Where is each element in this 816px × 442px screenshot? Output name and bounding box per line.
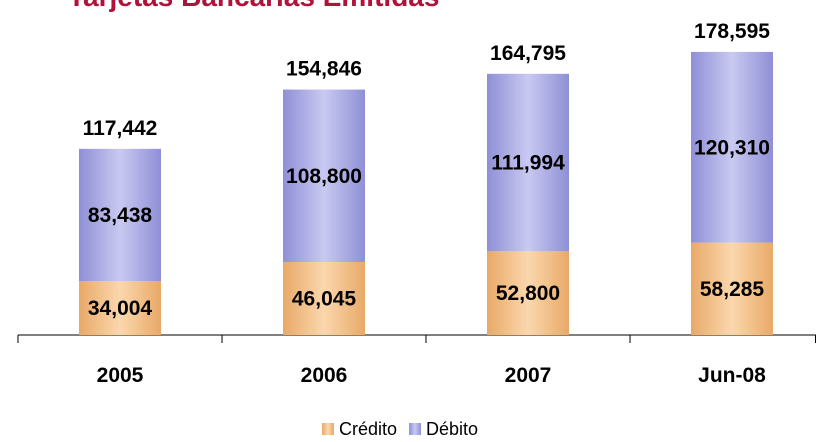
bar-segment <box>691 242 773 335</box>
data-label: 34,004 <box>88 297 153 320</box>
bar-segment <box>283 262 365 335</box>
bar-segment <box>487 73 569 252</box>
legend-label: Crédito <box>339 419 397 439</box>
x-tick-label: 2005 <box>97 364 144 387</box>
total-label: 164,795 <box>490 42 566 65</box>
bar-segment <box>79 148 161 282</box>
data-label: 58,285 <box>700 278 765 301</box>
x-tick-label: 2007 <box>505 364 552 387</box>
legend-swatch <box>322 423 334 435</box>
data-label: 46,045 <box>292 288 357 311</box>
chart-title: Tarjetas Bancarias Emitidas <box>68 0 439 12</box>
total-label: 178,595 <box>694 20 770 43</box>
legend-label: Débito <box>426 419 478 439</box>
data-label: 111,994 <box>491 152 565 175</box>
data-label: 52,800 <box>496 282 560 305</box>
data-label: 83,438 <box>88 204 153 227</box>
x-tick-label: 2006 <box>301 364 348 387</box>
bar-segment <box>691 51 773 243</box>
legend-swatch <box>409 423 422 435</box>
total-label: 154,846 <box>286 58 362 81</box>
data-label: 108,800 <box>286 165 362 188</box>
x-tick-label: Jun-08 <box>698 364 766 387</box>
bar-segment <box>487 251 569 335</box>
data-label: 120,310 <box>694 136 770 159</box>
bar-segment <box>79 281 161 335</box>
total-label: 117,442 <box>83 117 158 140</box>
bar-segment <box>283 89 365 263</box>
